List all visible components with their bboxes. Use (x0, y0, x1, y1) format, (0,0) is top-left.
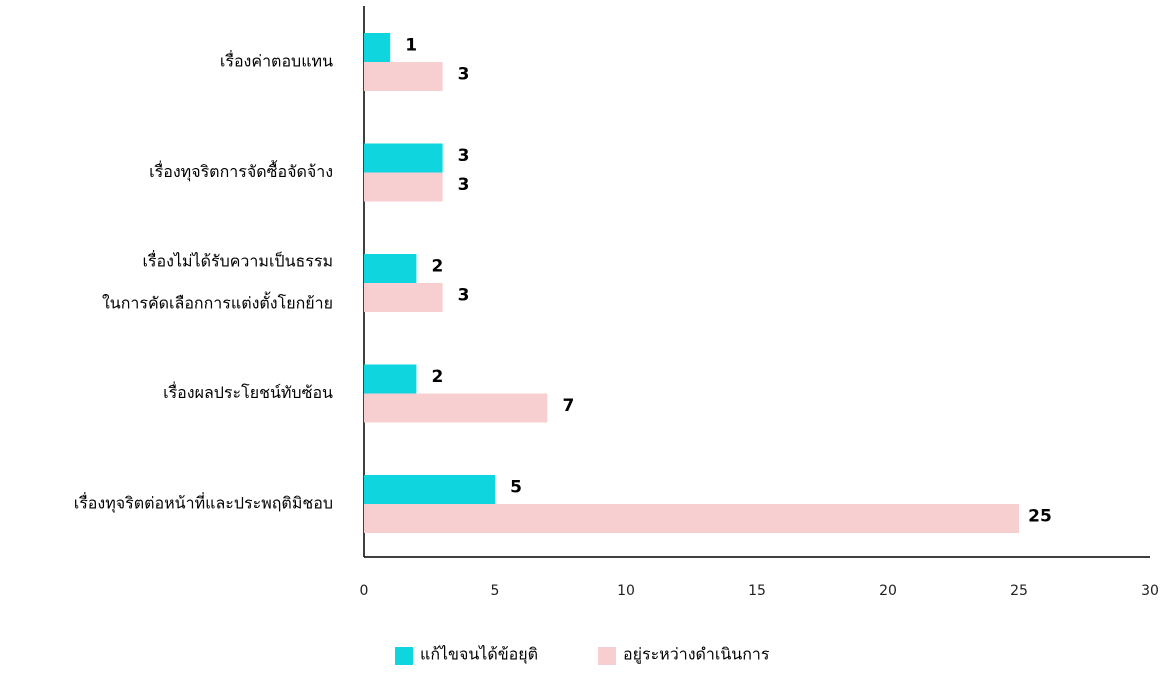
x-tick-label: 5 (491, 583, 500, 599)
x-tick-label: 10 (617, 583, 635, 599)
bar (364, 143, 443, 173)
legend-swatch (598, 647, 616, 665)
bar (364, 172, 443, 202)
bar (364, 504, 1019, 533)
legend-label: อยู่ระหว่างดำเนินการ (623, 645, 770, 665)
bar (364, 62, 443, 91)
value-label: 2 (431, 367, 443, 387)
legend-swatch (395, 647, 413, 665)
value-label: 2 (431, 257, 443, 277)
category-label: เรื่องไม่ได้รับความเป็นธรรม (142, 250, 333, 271)
bar (364, 393, 548, 423)
bar (364, 364, 417, 394)
value-label: 3 (458, 65, 470, 85)
category-label: เรื่องผลประโยชน์ทับซ้อน (163, 381, 333, 402)
x-tick-label: 25 (1010, 583, 1028, 599)
category-label: เรื่องค่าตอบแทน (220, 50, 333, 71)
value-label: 5 (510, 478, 522, 498)
value-label: 3 (458, 146, 470, 166)
legend-label: แก้ไขจนได้ข้อยุติ (420, 645, 538, 665)
value-label: 25 (1028, 507, 1052, 527)
bar (364, 283, 443, 312)
value-label: 7 (562, 396, 574, 416)
bar (364, 254, 417, 283)
category-label: ในการคัดเลือกการแต่งตั้งโยกย้าย (102, 292, 333, 313)
x-tick-label: 0 (360, 583, 369, 599)
category-label: เรื่องทุจริตการจัดซื้อจัดจ้าง (149, 160, 333, 182)
x-tick-label: 20 (879, 583, 897, 599)
category-label: เรื่องทุจริตต่อหน้าที่และประพฤติมิชอบ (74, 492, 333, 514)
x-tick-label: 30 (1141, 583, 1159, 599)
value-label: 1 (405, 36, 417, 56)
x-tick-label: 15 (748, 583, 766, 599)
bar (364, 33, 391, 62)
value-label: 3 (458, 175, 470, 195)
bar (364, 475, 495, 504)
value-label: 3 (458, 286, 470, 306)
